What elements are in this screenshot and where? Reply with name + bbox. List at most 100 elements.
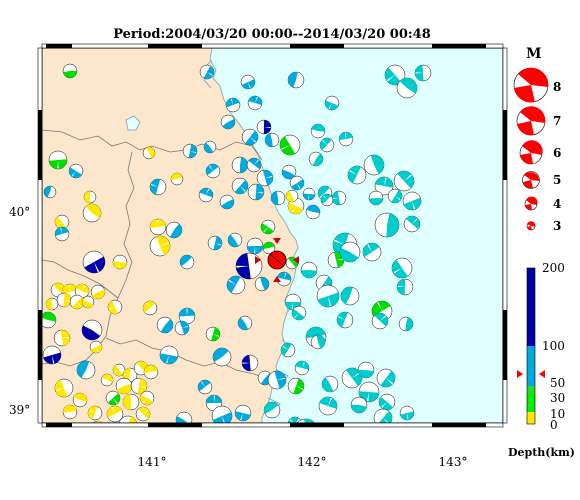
depth-scale-title: Depth(km) <box>508 446 575 459</box>
focal-mechanism <box>143 364 159 380</box>
focal-mechanism <box>231 156 249 174</box>
lon-tick-label: 143° <box>439 455 468 469</box>
focal-mechanism <box>107 299 123 315</box>
focal-mechanism <box>149 178 167 196</box>
focal-mechanism <box>197 379 213 395</box>
focal-mechanism <box>376 368 396 388</box>
focal-mechanism <box>319 137 335 153</box>
focal-mechanism <box>284 293 302 311</box>
focal-mechanism <box>87 405 103 421</box>
map-title: Period:2004/03/20 00:00--2014/03/20 00:4… <box>113 27 431 42</box>
depth-label: 50 <box>550 376 565 390</box>
focal-mechanism <box>337 428 353 444</box>
focal-mechanism <box>89 340 103 354</box>
focal-mechanism <box>371 312 389 330</box>
focal-mechanism <box>341 367 363 389</box>
depth-label: 30 <box>550 391 565 405</box>
focal-mechanism <box>118 415 138 423</box>
focal-mechanism <box>54 378 74 398</box>
focal-mechanism <box>321 375 339 393</box>
focal-mechanism <box>241 128 259 146</box>
focal-mechanism <box>384 64 406 86</box>
focal-mechanism <box>219 194 235 210</box>
depth-band <box>527 268 535 346</box>
focal-mechanism <box>276 271 292 287</box>
focal-mechanism <box>105 390 121 406</box>
focal-mechanism <box>142 300 158 316</box>
focal-mechanism <box>159 345 179 365</box>
focal-mechanism <box>81 319 103 341</box>
focal-mechanism <box>280 342 296 358</box>
depth-label: 0 <box>550 418 558 432</box>
focal-mechanism <box>212 347 232 367</box>
focal-mechanism <box>270 190 286 206</box>
focal-mechanism <box>287 377 305 395</box>
focal-mechanism <box>302 187 316 201</box>
depth-marker <box>539 370 545 378</box>
focal-mechanism <box>234 404 252 422</box>
magnitude-ball <box>519 140 543 165</box>
prefecture-borders <box>42 129 271 381</box>
focal-mechanism <box>247 95 263 111</box>
focal-mechanism <box>331 190 347 206</box>
highlighted-event <box>255 238 299 282</box>
focal-mechanism <box>396 278 414 296</box>
focal-mechanism <box>320 193 334 207</box>
focal-mechanism <box>72 392 88 408</box>
depth-band <box>527 386 535 394</box>
focal-mechanism <box>112 363 126 377</box>
focal-mechanism <box>83 190 97 204</box>
focal-mechanism <box>396 77 418 99</box>
focal-mechanism <box>225 97 241 113</box>
depth-scale: 200 100 50 30 10 0 Depth(km) <box>508 261 575 459</box>
focal-mechanism <box>122 393 140 411</box>
focal-mechanism <box>285 189 299 203</box>
focal-mechanism <box>279 134 301 156</box>
focal-mechanism <box>254 276 270 292</box>
focal-mechanism <box>82 203 102 223</box>
focal-mechanism <box>115 427 127 439</box>
focal-mechanism <box>300 261 318 279</box>
focal-mechanism <box>179 254 195 270</box>
focal-mechanism <box>327 251 345 269</box>
focal-mechanism <box>398 316 414 332</box>
focal-mechanism <box>246 157 262 173</box>
depth-marker <box>517 370 523 378</box>
lat-tick-label: 39° <box>9 403 30 417</box>
focal-mechanism <box>198 187 214 203</box>
focal-mechanisms <box>42 63 432 444</box>
focal-mechanism <box>256 119 272 135</box>
focal-mechanism <box>340 286 360 306</box>
focal-mechanism <box>42 345 62 365</box>
focal-mechanism <box>262 241 276 255</box>
focal-mechanism <box>62 63 78 79</box>
focal-mechanism <box>296 418 316 423</box>
focal-mechanism <box>142 146 156 160</box>
focal-mechanism <box>149 218 167 236</box>
focal-mechanism <box>115 377 133 395</box>
focal-mechanism <box>207 235 223 251</box>
map-frame <box>37 43 508 428</box>
focal-mechanism <box>310 123 326 139</box>
focal-mechanism <box>53 329 71 347</box>
focal-mechanism <box>391 257 413 279</box>
focal-mechanism <box>227 232 243 248</box>
magnitude-legend-title: M <box>526 46 542 62</box>
focal-mechanism <box>90 284 106 300</box>
focal-mechanism <box>373 408 393 423</box>
depth-label: 200 <box>542 261 565 275</box>
magnitude-label: 4 <box>553 197 561 211</box>
depth-scale-border <box>526 267 536 425</box>
focal-mechanism <box>264 132 280 148</box>
focal-mechanism <box>106 405 124 423</box>
focal-mechanism <box>76 360 96 380</box>
focal-mechanism <box>139 390 155 406</box>
lake <box>125 115 141 131</box>
focal-mechanism <box>294 360 310 376</box>
focal-mechanism <box>402 191 422 211</box>
focal-mechanism <box>68 163 84 179</box>
focal-mechanism <box>338 131 354 147</box>
focal-mechanism <box>149 235 171 257</box>
focal-mechanism <box>240 74 256 90</box>
